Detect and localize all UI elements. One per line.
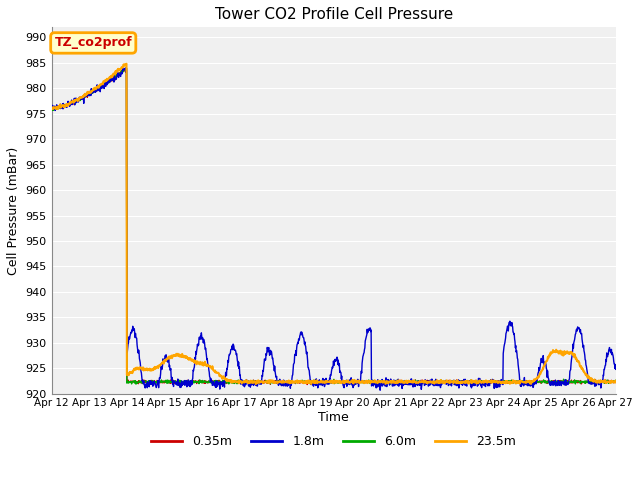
X-axis label: Time: Time bbox=[318, 411, 349, 424]
Title: Tower CO2 Profile Cell Pressure: Tower CO2 Profile Cell Pressure bbox=[214, 7, 453, 22]
Text: TZ_co2prof: TZ_co2prof bbox=[54, 36, 132, 49]
Legend: 0.35m, 1.8m, 6.0m, 23.5m: 0.35m, 1.8m, 6.0m, 23.5m bbox=[146, 430, 521, 453]
Y-axis label: Cell Pressure (mBar): Cell Pressure (mBar) bbox=[7, 146, 20, 275]
